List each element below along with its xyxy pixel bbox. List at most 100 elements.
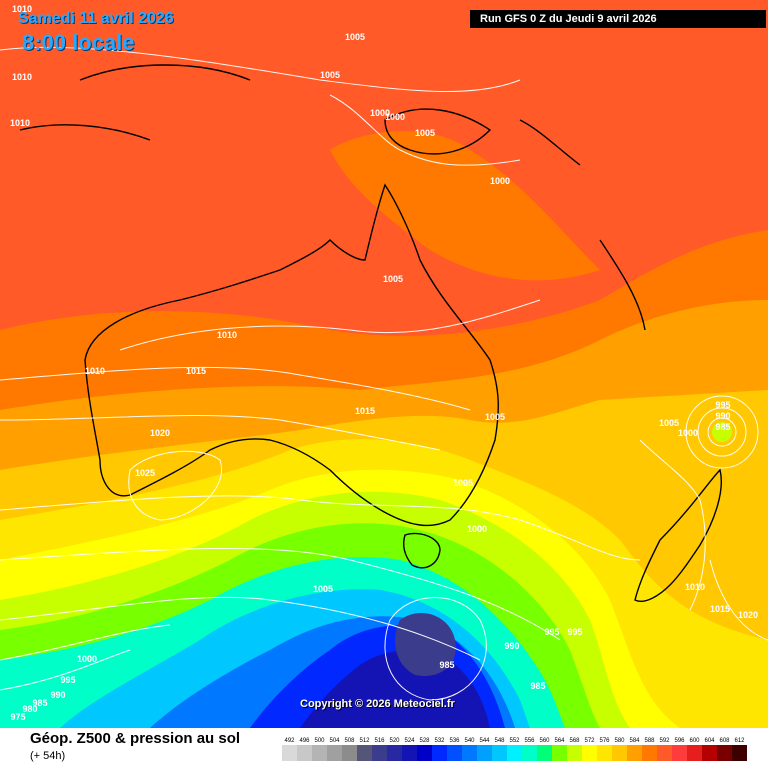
- isobar-label: 1005: [320, 70, 340, 80]
- isobar-label: 1015: [186, 366, 206, 376]
- isobar-label: 1010: [12, 72, 32, 82]
- isobar-label: 1005: [453, 478, 473, 488]
- isobar-label: 1010: [12, 4, 32, 14]
- legend-label: 544: [479, 738, 490, 744]
- legend-label: 568: [569, 738, 580, 744]
- isobar-label: 995: [60, 675, 75, 685]
- isobar-label: 1000: [385, 112, 405, 122]
- legend-swatch: [282, 745, 297, 761]
- forecast-date: Samedi 11 avril 2026: [18, 10, 174, 27]
- legend-swatch: [462, 745, 477, 761]
- legend-swatch: [432, 745, 447, 761]
- legend-label: 572: [584, 738, 595, 744]
- forecast-time: 8:00 locale: [22, 30, 135, 55]
- legend-label: 564: [554, 738, 565, 744]
- map-title: Géop. Z500 & pression au sol: [30, 730, 241, 747]
- isobar-label: 1005: [485, 412, 505, 422]
- legend-label: 536: [449, 738, 460, 744]
- legend-swatch: [387, 745, 402, 761]
- color-legend: 492 496 500 504 508 512 516 520 524 528 532 536 540 5…: [282, 738, 747, 761]
- isobar-label: 1010: [10, 118, 30, 128]
- legend-swatch: [522, 745, 537, 761]
- legend-swatch: [372, 745, 387, 761]
- isobar-label: 1020: [738, 610, 758, 620]
- legend-swatch: [297, 745, 312, 761]
- legend-label: 496: [299, 738, 310, 744]
- isobar-label: 975: [10, 712, 25, 722]
- isobar-label: 1000: [370, 108, 390, 118]
- legend-swatch: [702, 745, 717, 761]
- isobar-label: 985: [439, 660, 454, 670]
- legend-swatch: [507, 745, 522, 761]
- legend-swatch: [312, 745, 327, 761]
- legend-swatch: [552, 745, 567, 761]
- legend-label: 560: [539, 738, 550, 744]
- forecast-lead: (+ 54h): [30, 750, 66, 762]
- isobar-labels: 1010101010101005100510001000100510001005…: [10, 4, 758, 722]
- isobar-label: 995: [567, 627, 582, 637]
- legend-label: 500: [314, 738, 325, 744]
- isobar-label: 1005: [415, 128, 435, 138]
- isobar-label: 980: [22, 704, 37, 714]
- legend-swatch: [687, 745, 702, 761]
- legend-label: 592: [659, 738, 670, 744]
- legend-label: 492: [284, 738, 295, 744]
- legend-label: 604: [704, 738, 715, 744]
- legend-label: 520: [389, 738, 400, 744]
- legend-label: 524: [404, 738, 415, 744]
- legend-swatch: [732, 745, 747, 761]
- legend-label: 512: [359, 738, 370, 744]
- isobar-label: 1015: [710, 604, 730, 614]
- legend-swatch: [342, 745, 357, 761]
- legend-label: 588: [644, 738, 655, 744]
- isobar-label: 990: [504, 641, 519, 651]
- legend-label: 612: [734, 738, 745, 744]
- run-banner: Run GFS 0 Z du Jeudi 9 avril 2026: [470, 10, 766, 28]
- legend-label: 504: [329, 738, 340, 744]
- legend-label: 540: [464, 738, 475, 744]
- legend-swatch: [582, 745, 597, 761]
- isobar-label: 1000: [77, 654, 97, 664]
- legend-label: 516: [374, 738, 385, 744]
- isobar-label: 1005: [383, 274, 403, 284]
- legend-swatch: [567, 745, 582, 761]
- legend-label: 528: [419, 738, 430, 744]
- legend-label: 508: [344, 738, 355, 744]
- isobar-label: 1010: [217, 330, 237, 340]
- legend-swatch: [642, 745, 657, 761]
- isobar-label: 1000: [490, 176, 510, 186]
- legend-label: 608: [719, 738, 730, 744]
- legend-label: 596: [674, 738, 685, 744]
- isobar-label: 1000: [467, 524, 487, 534]
- legend-swatch: [612, 745, 627, 761]
- legend-swatch: [537, 745, 552, 761]
- legend-label: 584: [629, 738, 640, 744]
- isobar-label: 1020: [150, 428, 170, 438]
- legend-label: 552: [509, 738, 520, 744]
- isobar-label: 995: [544, 627, 559, 637]
- legend-label: 580: [614, 738, 625, 744]
- legend-swatch: [327, 745, 342, 761]
- legend-label: 600: [689, 738, 700, 744]
- isobar-label: 985: [32, 698, 47, 708]
- isobar-label: 1010: [85, 366, 105, 376]
- isobar-label: 1025: [135, 468, 155, 478]
- isobar-label: 1005: [345, 32, 365, 42]
- legend-swatch: [402, 745, 417, 761]
- isobar-label: 1000: [678, 428, 698, 438]
- legend-label: 532: [434, 738, 445, 744]
- legend-swatch: [492, 745, 507, 761]
- footer: Géop. Z500 & pression au sol (+ 54h) 492…: [0, 728, 768, 768]
- legend-label: 556: [524, 738, 535, 744]
- isobar-label: 1010: [685, 582, 705, 592]
- legend-swatch: [477, 745, 492, 761]
- isobar-label: 990: [50, 690, 65, 700]
- legend-swatch: [657, 745, 672, 761]
- legend-swatch: [357, 745, 372, 761]
- isobar-label: 995: [715, 400, 730, 410]
- isobar-label: 1005: [659, 418, 679, 428]
- isobar-label: 985: [530, 681, 545, 691]
- isobar-label: 985: [715, 422, 730, 432]
- isobar-label: 1005: [313, 584, 333, 594]
- legend-swatch: [417, 745, 432, 761]
